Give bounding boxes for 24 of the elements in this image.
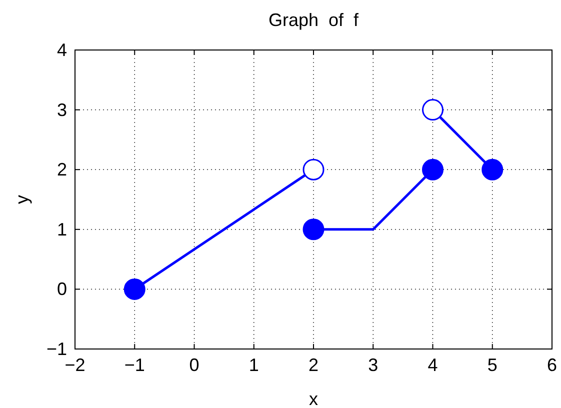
point	[422, 158, 444, 180]
y-tick-label: 2	[56, 160, 67, 180]
y-tick-label: −1	[46, 339, 67, 359]
chart-title: Graph of f	[268, 10, 360, 30]
x-tick-label: 1	[248, 355, 259, 375]
x-tick-label: −2	[64, 355, 86, 375]
x-tick-label: 6	[546, 355, 558, 375]
x-tick-label: 4	[428, 355, 438, 375]
x-tick-label: −1	[124, 355, 145, 375]
x-tick-label: 2	[308, 355, 319, 375]
x-tick-label: 3	[368, 355, 378, 375]
y-axis-title: y	[12, 195, 32, 204]
point	[422, 99, 444, 121]
x-tick-label: 0	[189, 355, 200, 375]
y-tick-label: 1	[56, 219, 67, 240]
x-axis-title: x	[309, 389, 318, 408]
x-tick-label: 5	[487, 355, 498, 375]
y-tick-label: 3	[56, 100, 67, 120]
point	[302, 218, 324, 240]
y-tick-label: 0	[56, 279, 67, 300]
y-tick-label: 4	[56, 40, 67, 60]
point	[124, 278, 146, 300]
point	[302, 158, 324, 180]
point	[482, 158, 504, 180]
